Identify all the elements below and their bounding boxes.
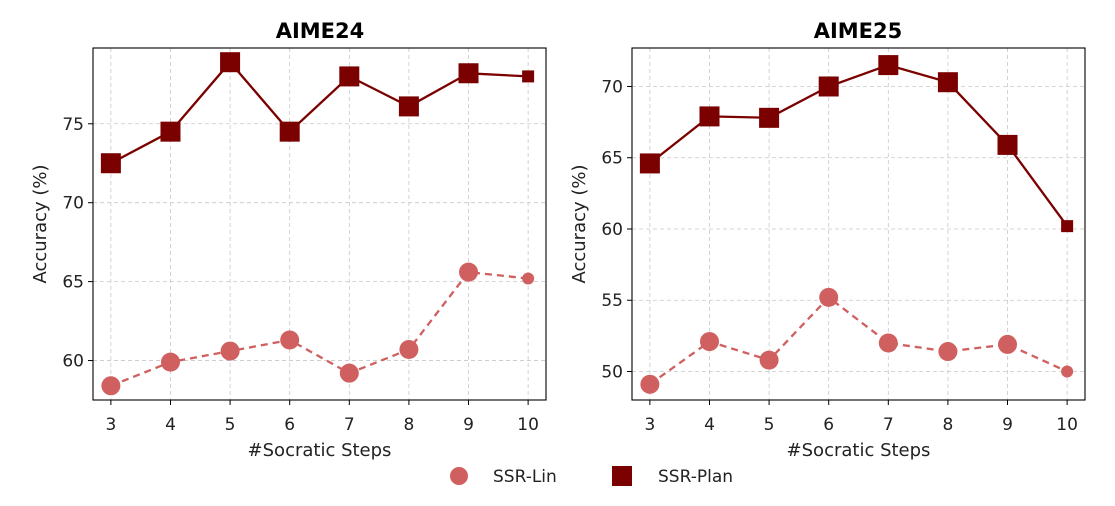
legend-label-ssr-lin: SSR-Lin <box>493 467 557 487</box>
aime24-ssr-plan-point <box>458 63 479 84</box>
aime24-ssr-plan-point <box>160 121 181 142</box>
aime24-xtick-label: 4 <box>165 415 176 435</box>
aime25-ssr-plan-point <box>878 55 899 76</box>
aime25-xtick-label: 10 <box>1056 415 1078 435</box>
aime25-ssr-plan-point <box>937 72 958 93</box>
aime24-xlabel: #Socratic Steps <box>248 440 392 461</box>
aime25-ssr-lin-point <box>640 374 660 394</box>
aime24-ssr-lin-point <box>522 272 535 285</box>
aime24-xtick-label: 6 <box>284 415 295 435</box>
legend-label-ssr-plan: SSR-Plan <box>658 467 733 487</box>
aime25-ssr-plan-point <box>997 134 1018 155</box>
chart-panel-aime24: AIME24 3 4 5 6 7 8 9 10 60 65 70 75 #Socratic Steps Ac… <box>30 19 547 461</box>
aime25-xtick-label: 4 <box>704 415 715 435</box>
aime24-ssr-plan-point <box>339 66 360 87</box>
aime24-plot-frame <box>92 47 547 401</box>
aime24-ssr-plan-point <box>522 70 535 83</box>
aime24-ytick-label: 75 <box>62 115 84 135</box>
aime24-xtick-label: 8 <box>403 415 414 435</box>
aime24-ssr-plan-point <box>279 121 300 142</box>
aime24-ssr-plan-point <box>100 153 121 174</box>
aime25-ytick-label: 50 <box>601 362 623 382</box>
aime25-xlabel: #Socratic Steps <box>787 440 931 461</box>
aime25-xtick-label: 7 <box>883 415 894 435</box>
aime25-title: AIME25 <box>814 19 903 43</box>
aime25-ssr-plan-point <box>639 153 660 174</box>
aime24-ssr-plan-point <box>398 96 419 117</box>
aime24-ytick-label: 65 <box>62 273 84 293</box>
aime24-ytick-label: 60 <box>62 352 84 372</box>
aime25-xtick-label: 3 <box>644 415 655 435</box>
aime24-xtick-label: 9 <box>463 415 474 435</box>
aime25-ssr-plan-point <box>759 107 780 128</box>
aime25-ytick-label: 65 <box>601 149 623 169</box>
aime25-ssr-lin-point <box>759 350 779 370</box>
legend: SSR-Lin SSR-Plan <box>450 466 733 487</box>
aime25-ytick-label: 70 <box>601 77 623 97</box>
aime25-ytick-label: 60 <box>601 220 623 240</box>
aime25-xtick-label: 6 <box>823 415 834 435</box>
aime25-ssr-lin-point <box>938 342 958 362</box>
aime24-ssr-lin-point <box>160 352 180 372</box>
aime24-xtick-label: 7 <box>344 415 355 435</box>
aime24-ssr-lin-point <box>399 339 419 359</box>
aime25-xtick-label: 8 <box>942 415 953 435</box>
aime25-ssr-plan-point <box>818 76 839 97</box>
aime25-xtick-label: 9 <box>1002 415 1013 435</box>
aime25-plot-frame <box>631 47 1086 401</box>
aime25-ssr-lin-point <box>819 287 839 307</box>
aime24-ssr-lin-point <box>459 262 479 282</box>
aime24-ylabel: Accuracy (%) <box>30 164 51 283</box>
aime24-ssr-lin-point <box>339 363 359 383</box>
aime24-ytick-label: 70 <box>62 194 84 214</box>
aime25-ssr-lin-point <box>699 332 719 352</box>
aime25-ssr-lin-point <box>878 333 898 353</box>
aime25-ssr-lin-point <box>998 334 1018 354</box>
aime25-xtick-label: 5 <box>764 415 775 435</box>
aime24-ssr-lin-point <box>280 330 300 350</box>
legend-marker-ssr-lin <box>450 467 468 485</box>
chart-panel-aime25: AIME25 3 4 5 6 7 8 9 10 50 55 60 65 70 #Socratic Steps… <box>569 19 1086 461</box>
aime25-ylabel: Accuracy (%) <box>569 164 590 283</box>
aime25-ssr-plan-point <box>699 106 720 127</box>
aime24-title: AIME24 <box>276 19 365 43</box>
aime24-ssr-lin-point <box>101 376 121 396</box>
aime24-xtick-label: 3 <box>105 415 116 435</box>
aime24-ssr-plan-point <box>220 52 241 73</box>
aime24-ssr-lin-point <box>220 341 240 361</box>
aime25-ytick-label: 55 <box>601 291 623 311</box>
aime25-ssr-lin-point <box>1061 365 1074 378</box>
legend-marker-ssr-plan <box>612 466 632 486</box>
aime25-ssr-plan-point <box>1061 220 1074 233</box>
aime24-xtick-label: 5 <box>225 415 236 435</box>
aime24-ssr-lin-line <box>110 270 529 387</box>
aime24-xtick-label: 10 <box>517 415 539 435</box>
